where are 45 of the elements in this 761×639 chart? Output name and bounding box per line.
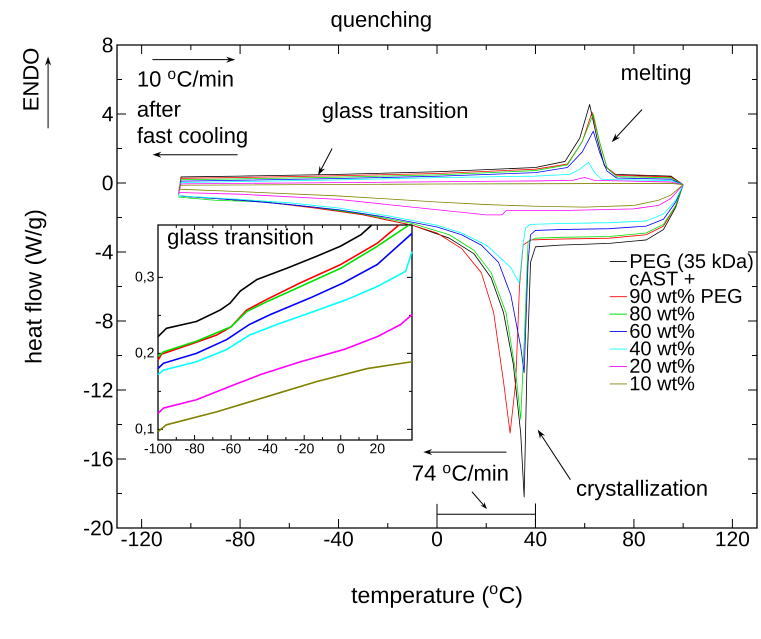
chart-title: quenching <box>331 10 431 32</box>
x-tick-label: -100 <box>144 444 172 454</box>
x-tick-label: 0 <box>432 532 442 546</box>
annotation: cAST + <box>630 271 694 286</box>
legend-label: 40 wt% <box>630 341 694 356</box>
annotation: 74 $^{o}$C/min <box>412 464 508 481</box>
annotation: glass transition <box>322 102 468 123</box>
annotation: fast cooling <box>137 127 247 148</box>
x-tick-label: 20 <box>370 444 385 454</box>
y-tick-label: -16 <box>84 452 113 466</box>
legend-label: PEG (35 kDa) <box>630 253 753 272</box>
annotation: crystallization <box>576 480 707 500</box>
x-tick-label: -80 <box>226 532 254 546</box>
x-tick-label: -40 <box>324 532 353 546</box>
legend-label: 60 wt% <box>630 324 694 338</box>
chart-title: glass transition <box>168 228 312 249</box>
y-tick-label: 0,3 <box>136 272 154 284</box>
text: ENDO <box>23 48 39 110</box>
legend-label: 80 wt% <box>630 306 694 321</box>
x-tick-label: 0 <box>337 444 344 454</box>
legend-label: 10 wt% <box>630 376 694 390</box>
legend-label: 20 wt% <box>630 358 694 373</box>
x-tick-label: 40 <box>524 532 546 546</box>
annotation: 10 $^{o}$C/min <box>138 70 233 87</box>
y-tick-label: -20 <box>84 520 113 536</box>
x-tick-label: -40 <box>258 444 278 454</box>
y-tick-label: 0,1 <box>136 424 154 436</box>
legend-label: 90 wt% PEG <box>630 288 742 304</box>
annotation: after <box>138 100 181 117</box>
x-axis-title: temperature ($^{o}$C) <box>351 585 522 608</box>
y-tick-label: 8 <box>102 38 113 52</box>
y-tick-label: 0,2 <box>136 348 154 360</box>
x-tick-label: -60 <box>222 444 241 454</box>
y-tick-label: 0 <box>102 176 113 190</box>
y-tick-label: 4 <box>102 106 113 122</box>
x-tick-label: -120 <box>122 532 162 546</box>
y-tick-label: -12 <box>84 382 112 398</box>
x-tick-label: -80 <box>185 444 204 454</box>
x-tick-label: 80 <box>623 532 645 546</box>
annotation: melting <box>622 64 690 85</box>
y-axis-title: heat flow (W/g) <box>24 210 46 362</box>
y-tick-label: -8 <box>96 314 113 328</box>
x-tick-label: 120 <box>716 532 750 546</box>
y-tick-label: -4 <box>96 244 113 260</box>
x-tick-label: -20 <box>294 444 314 454</box>
